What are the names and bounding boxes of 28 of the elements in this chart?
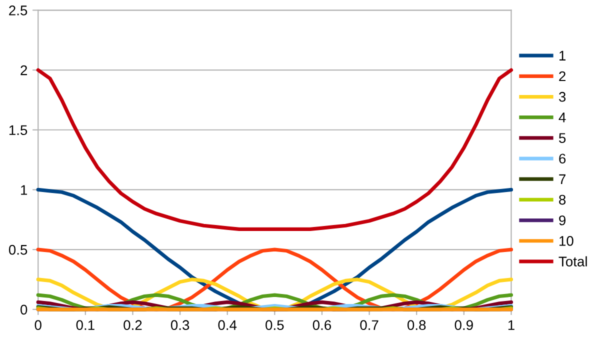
legend-label: 9 [559, 215, 566, 226]
x-tick-label: 0 [34, 320, 42, 330]
legend-label: 4 [558, 112, 566, 122]
x-tick-label: 0.2 [124, 320, 142, 330]
legend-label: 3 [558, 92, 566, 102]
legend-label: 10 [560, 236, 574, 246]
y-tick-label: 1.5 [9, 125, 28, 136]
x-tick-label: 0.7 [360, 320, 378, 330]
y-tick-label: 2 [20, 65, 27, 76]
x-tick-label: 1 [508, 320, 514, 330]
x-tick-label: 0.6 [312, 320, 332, 330]
x-tick-label: 0.5 [266, 320, 284, 330]
legend-label: 5 [559, 133, 566, 143]
x-tick-label: 0.3 [170, 320, 190, 330]
x-tick-label: 0.9 [454, 320, 473, 330]
legend-label: 1 [560, 50, 566, 60]
y-tick-label: 0 [20, 304, 28, 315]
legend-label: 6 [559, 154, 566, 164]
legend-label: 8 [559, 194, 566, 205]
y-tick-label: 1 [21, 185, 28, 195]
x-tick-label: 0.1 [76, 320, 94, 330]
legend-label: Total [558, 256, 587, 266]
legend-label: 2 [559, 71, 566, 82]
x-tick-label: 0.8 [407, 320, 426, 330]
y-tick-label: 2.5 [9, 6, 28, 16]
y-tick-label: 0.5 [8, 244, 28, 255]
x-tick-label: 0.4 [218, 320, 237, 330]
legend-label: 7 [559, 174, 566, 184]
